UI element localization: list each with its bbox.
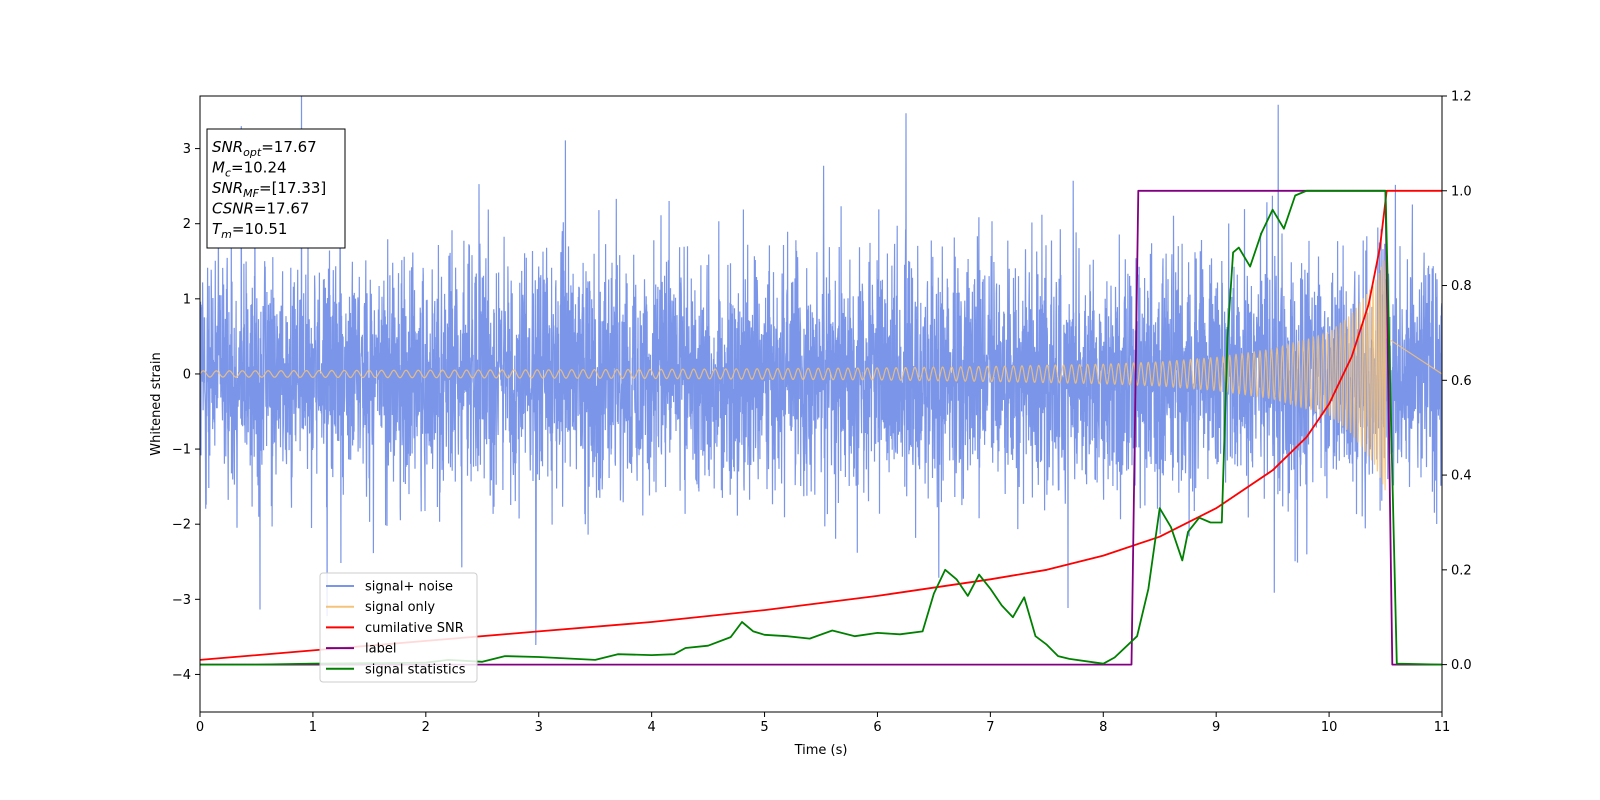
- legend-frame: [319, 572, 478, 683]
- legend: signal+ noise signal only cumilative SNR la…: [319, 572, 478, 683]
- y-tick-label: −3: [172, 593, 191, 608]
- x-tick-label: 1: [309, 720, 317, 735]
- x-tick-label: 8: [1099, 720, 1107, 735]
- y-tick-label: 0: [183, 367, 191, 382]
- annotation-frame: [206, 128, 346, 249]
- y2-tick-label: 1.2: [1451, 90, 1472, 105]
- plot-frame: [199, 95, 1443, 713]
- y-tick-label: 2: [183, 217, 191, 232]
- annotation-line: SNRMF=[17.33]: [212, 179, 326, 200]
- annotation-line: CSNR=17.67: [212, 200, 309, 218]
- y-axis-left: −4 −3 −2 −1 0 1 2 3: [172, 142, 200, 683]
- legend-label: signal statistics: [365, 662, 466, 677]
- series-cumulative-snr: [200, 189, 1442, 661]
- legend-label: signal only: [365, 600, 435, 615]
- signal-only-line: [200, 255, 1442, 491]
- series-signal-only: [200, 255, 1442, 491]
- x-tick-label: 0: [196, 720, 204, 735]
- signal-noise-line: [200, 96, 1442, 646]
- y2-tick-label: 0.6: [1451, 374, 1472, 389]
- legend-label: label: [365, 642, 396, 657]
- series-signal-noise: [200, 96, 1442, 646]
- y2-tick-label: 1.0: [1451, 184, 1472, 199]
- y-tick-label: −1: [172, 443, 191, 458]
- y-tick-label: −2: [172, 518, 191, 533]
- annotation-box: SNRopt=17.67Mc=10.24SNRMF=[17.33]CSNR=17…: [206, 128, 346, 249]
- legend-label: cumilative SNR: [365, 621, 464, 636]
- x-axis: 0 1 2 3 4 5 6 7 8 9 10 11: [196, 712, 1450, 735]
- y2-tick-label: 0.8: [1451, 279, 1472, 294]
- x-tick-label: 3: [535, 720, 543, 735]
- x-tick-label: 5: [760, 720, 768, 735]
- y2-tick-label: 0.0: [1451, 658, 1472, 673]
- annotation-line: Mc=10.24: [212, 159, 287, 180]
- y2-tick-label: 0.4: [1451, 469, 1472, 484]
- x-tick-label: 11: [1434, 720, 1451, 735]
- signal-statistics-line: [200, 189, 1442, 666]
- annotation-line: Tm=10.51: [212, 220, 287, 241]
- cumulative-snr-line: [200, 189, 1442, 661]
- x-axis-label: Time (s): [794, 743, 848, 758]
- legend-label: signal+ noise: [365, 580, 453, 595]
- annotation-line: SNRopt=17.67: [212, 138, 317, 159]
- y-axis-right: 0.0 0.2 0.4 0.6 0.8 1.0 1.2: [1442, 90, 1472, 673]
- x-tick-label: 2: [422, 720, 430, 735]
- y-axis-label: Whitened strain: [149, 352, 164, 455]
- x-tick-label: 10: [1321, 720, 1338, 735]
- y-tick-label: 1: [183, 292, 191, 307]
- y2-tick-label: 0.2: [1451, 563, 1472, 578]
- x-tick-label: 9: [1212, 720, 1220, 735]
- y-tick-label: 3: [183, 142, 191, 157]
- series-signal-statistics: [200, 189, 1442, 666]
- x-tick-label: 6: [873, 720, 881, 735]
- x-tick-label: 7: [986, 720, 994, 735]
- x-tick-label: 4: [647, 720, 655, 735]
- y-tick-label: −4: [172, 668, 191, 683]
